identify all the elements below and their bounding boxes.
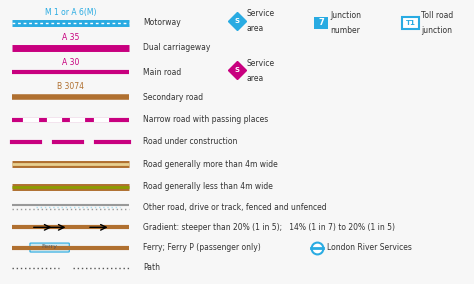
Text: A 30: A 30 xyxy=(62,58,79,67)
Text: junction: junction xyxy=(420,26,452,35)
Text: area: area xyxy=(246,24,264,33)
Text: Gradient: steeper than 20% (1 in 5);   14% (1 in 7) to 20% (1 in 5): Gradient: steeper than 20% (1 in 5); 14%… xyxy=(143,223,395,232)
Text: S: S xyxy=(235,18,239,24)
Text: Service: Service xyxy=(246,59,274,68)
FancyBboxPatch shape xyxy=(314,17,328,29)
Text: number: number xyxy=(331,26,361,35)
FancyBboxPatch shape xyxy=(402,17,419,29)
Text: A 35: A 35 xyxy=(62,33,79,42)
Text: Road under construction: Road under construction xyxy=(143,137,237,147)
Text: Motorway: Motorway xyxy=(143,18,181,28)
Text: Main road: Main road xyxy=(143,68,182,77)
Text: 7: 7 xyxy=(319,18,324,27)
Text: M 1 or A 6(M): M 1 or A 6(M) xyxy=(45,8,96,17)
Text: Secondary road: Secondary road xyxy=(143,93,203,102)
Text: Path: Path xyxy=(143,263,160,272)
Text: Narrow road with passing places: Narrow road with passing places xyxy=(143,115,269,124)
Text: B 3074: B 3074 xyxy=(57,82,84,91)
Text: Dual carriageway: Dual carriageway xyxy=(143,43,210,52)
Text: London River Services: London River Services xyxy=(327,243,412,252)
Text: area: area xyxy=(246,74,264,83)
Text: Ferry; Ferry P (passenger only): Ferry; Ferry P (passenger only) xyxy=(143,243,261,252)
Text: Service: Service xyxy=(246,9,274,18)
Text: Toll road: Toll road xyxy=(420,11,453,20)
Text: S: S xyxy=(235,67,239,73)
Text: Road generally less than 4m wide: Road generally less than 4m wide xyxy=(143,182,273,191)
FancyBboxPatch shape xyxy=(30,243,69,252)
Text: Other road, drive or track, fenced and unfenced: Other road, drive or track, fenced and u… xyxy=(143,202,327,212)
Text: Ferry: Ferry xyxy=(42,244,58,249)
Text: Road generally more than 4m wide: Road generally more than 4m wide xyxy=(143,160,278,169)
Text: Junction: Junction xyxy=(331,11,362,20)
Text: T1: T1 xyxy=(405,20,415,26)
